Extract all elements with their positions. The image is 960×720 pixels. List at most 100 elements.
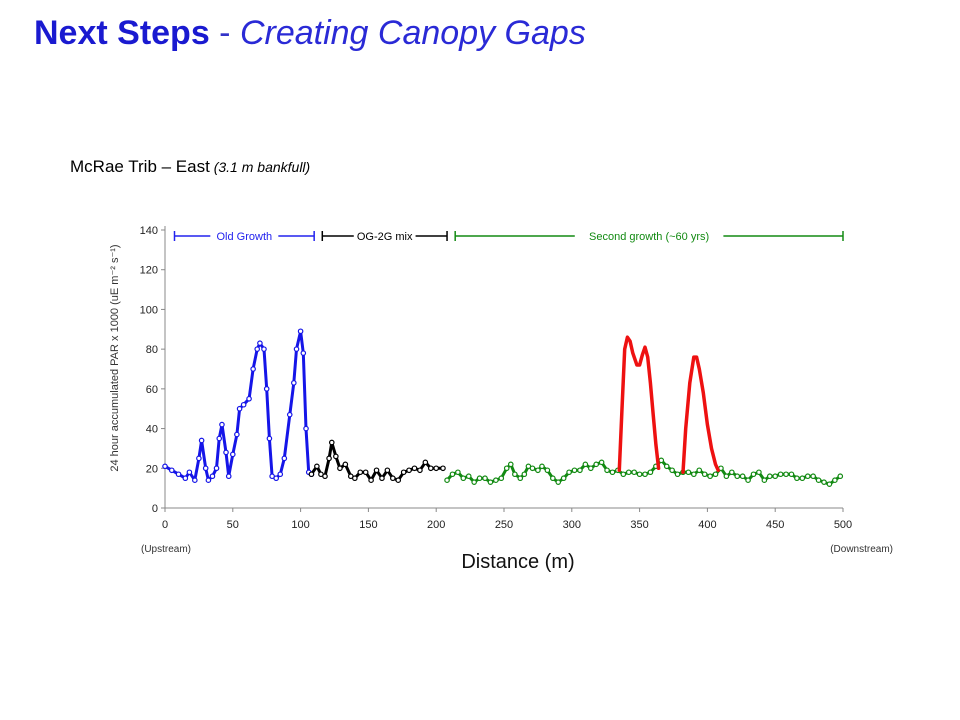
data-point <box>449 471 456 478</box>
y-tick-label: 120 <box>140 265 158 277</box>
data-point <box>669 467 675 474</box>
x-tick-label: 100 <box>291 519 309 531</box>
data-point <box>476 475 483 482</box>
data-point <box>427 465 434 472</box>
data-point <box>529 465 536 472</box>
data-point <box>198 437 205 444</box>
data-point <box>507 461 514 468</box>
data-point <box>234 431 240 438</box>
data-point <box>734 473 741 480</box>
x-tick-label: 400 <box>698 519 716 531</box>
data-point <box>788 471 795 478</box>
chart-title-main: McRae Trib – East <box>70 157 210 176</box>
data-point <box>642 471 648 478</box>
y-tick-label: 60 <box>146 384 158 396</box>
annotation-label: Second growth (~60 yrs) <box>589 231 709 243</box>
data-point <box>577 467 583 474</box>
data-point <box>455 469 461 476</box>
slide-title-separator: - <box>209 14 240 52</box>
data-point <box>411 465 418 472</box>
data-point <box>240 401 247 408</box>
data-point <box>815 477 822 484</box>
data-point <box>777 471 784 478</box>
data-point <box>357 469 364 476</box>
data-point <box>685 469 692 476</box>
slide-title: Next Steps - Creating Canopy Gaps <box>34 14 586 53</box>
data-point <box>300 350 307 356</box>
data-point <box>598 459 605 466</box>
data-point <box>182 475 189 482</box>
data-point <box>433 465 440 472</box>
data-point <box>261 346 267 352</box>
data-point <box>196 455 202 462</box>
data-point <box>625 469 632 476</box>
data-point <box>277 471 284 478</box>
chart-title-sub: (3.1 m bankfull) <box>210 159 310 175</box>
data-point <box>493 477 499 484</box>
data-point <box>712 471 719 478</box>
data-point <box>550 475 556 482</box>
data-point <box>691 471 697 478</box>
data-point <box>293 346 300 352</box>
data-point <box>362 469 369 476</box>
data-point <box>498 475 505 482</box>
data-point <box>328 439 335 446</box>
data-point <box>482 475 488 482</box>
x-tick-label: 300 <box>563 519 581 531</box>
data-point <box>297 328 304 335</box>
x-tick-label: 0 <box>162 519 168 531</box>
data-point <box>192 477 198 484</box>
axes-layer: 0 20 40 60 80 100 120 140 0 50 100 150 200 250 300 350 4… <box>140 225 893 555</box>
data-point <box>286 411 293 418</box>
data-point <box>162 463 168 470</box>
data-point <box>352 475 358 482</box>
data-point <box>395 477 402 484</box>
data-point <box>521 471 528 478</box>
data-point <box>620 471 627 478</box>
data-point <box>213 465 220 472</box>
y-tick-label: 100 <box>140 304 158 316</box>
data-point <box>460 475 467 482</box>
data-point <box>246 395 252 402</box>
data-point <box>400 469 407 476</box>
data-point <box>701 471 708 478</box>
data-point <box>342 461 349 468</box>
series-line <box>163 329 313 482</box>
chart-title: McRae Trib – East (3.1 m bankfull) <box>70 157 310 176</box>
slide-title-main: Next Steps <box>34 14 210 52</box>
data-point <box>761 477 768 484</box>
data-point <box>571 467 578 474</box>
data-point <box>783 471 789 478</box>
y-tick-label: 80 <box>146 344 158 356</box>
data-point <box>390 475 396 482</box>
data-point <box>257 340 263 346</box>
data-point <box>794 475 800 482</box>
data-point <box>766 473 773 480</box>
data-point <box>373 467 380 474</box>
data-point <box>263 386 270 392</box>
data-point <box>202 465 209 472</box>
x-tick-label: 250 <box>495 519 513 531</box>
data-point <box>230 451 236 458</box>
data-point <box>821 479 827 485</box>
data-point <box>266 435 273 442</box>
data-point <box>609 469 616 476</box>
data-point <box>368 477 374 484</box>
data-point <box>219 421 225 428</box>
data-point <box>674 471 681 478</box>
data-point <box>826 481 833 487</box>
data-point <box>636 471 643 478</box>
data-point <box>444 477 450 484</box>
data-point <box>168 467 175 474</box>
x-end-label-upstream: (Upstream) <box>141 544 191 555</box>
data-point <box>487 479 494 485</box>
data-point <box>216 435 223 442</box>
data-point <box>658 457 665 464</box>
data-point <box>535 467 541 474</box>
data-point <box>205 477 212 484</box>
data-point <box>326 455 332 462</box>
data-point <box>175 471 182 478</box>
data-point <box>303 425 309 432</box>
data-point <box>539 463 545 470</box>
